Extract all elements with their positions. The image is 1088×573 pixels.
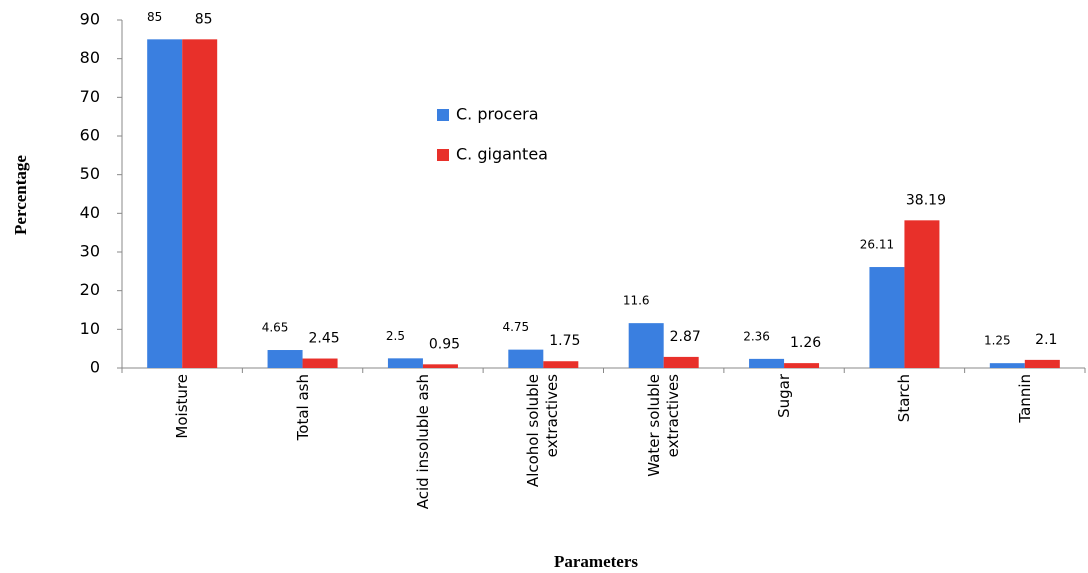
- y-tick-label: 40: [80, 203, 100, 222]
- bar: [267, 350, 303, 368]
- value-label: 4.75: [502, 320, 529, 334]
- legend-swatch: [437, 109, 449, 121]
- y-tick-label: 70: [80, 87, 100, 106]
- legend-label: C. gigantea: [456, 145, 548, 164]
- bar: [663, 356, 699, 368]
- y-tick-label: 80: [80, 48, 100, 67]
- bar: [543, 361, 579, 368]
- bar: [387, 358, 423, 368]
- x-tick-label: Sugar: [774, 374, 793, 418]
- x-tick-label: Total ash: [293, 374, 312, 441]
- value-label: 2.1: [1035, 332, 1057, 348]
- value-label: 0.95: [429, 336, 460, 352]
- value-label: 1.25: [984, 334, 1011, 348]
- y-tick-label: 50: [80, 164, 100, 183]
- value-label: 4.65: [262, 321, 289, 335]
- y-tick-label: 10: [80, 319, 100, 338]
- bar: [869, 267, 905, 368]
- bar: [422, 364, 458, 368]
- x-tick-label: Starch: [894, 374, 913, 423]
- bar: [182, 39, 218, 368]
- x-tick-label: Alcohol soluble extractives: [524, 374, 562, 488]
- value-label: 26.11: [860, 238, 894, 252]
- legend-label: C. procera: [456, 105, 539, 124]
- value-label: 11.6: [623, 294, 650, 308]
- value-label: 2.36: [743, 329, 770, 343]
- y-tick-label: 30: [80, 242, 100, 261]
- bar: [989, 363, 1025, 368]
- bar: [784, 363, 820, 368]
- x-axis-title: Parameters: [554, 552, 638, 571]
- x-tick-label: Moisture: [172, 374, 191, 439]
- bar: [508, 349, 544, 368]
- bar: [302, 358, 338, 368]
- x-tick-label: Tannin: [1015, 374, 1034, 423]
- bar: [147, 39, 183, 368]
- bar: [628, 323, 664, 368]
- value-label: 85: [147, 10, 162, 24]
- legend-swatch: [437, 149, 449, 161]
- y-axis-title: Percentage: [11, 155, 30, 235]
- y-tick-label: 20: [80, 280, 100, 299]
- value-label: 38.19: [906, 192, 946, 208]
- x-tick-label: Acid insoluble ash: [413, 374, 432, 510]
- value-label: 85: [195, 11, 213, 27]
- bar: [1024, 359, 1060, 368]
- value-label: 2.87: [670, 329, 701, 345]
- value-label: 1.75: [549, 333, 580, 349]
- bar: [904, 220, 940, 368]
- y-tick-label: 60: [80, 126, 100, 145]
- bar: [749, 358, 785, 368]
- x-tick-label: Water soluble extractives: [644, 374, 682, 477]
- y-tick-label: 90: [80, 10, 100, 29]
- value-label: 2.45: [308, 331, 339, 347]
- value-label: 2.5: [386, 329, 405, 343]
- y-tick-label: 0: [90, 358, 100, 377]
- value-label: 1.26: [790, 335, 821, 351]
